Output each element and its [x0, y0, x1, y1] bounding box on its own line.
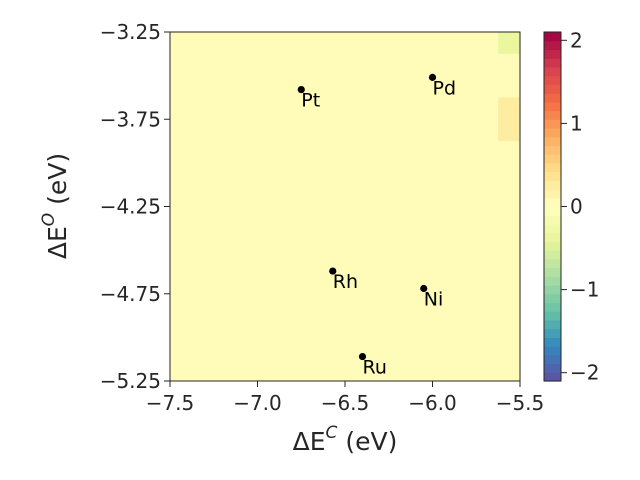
colorbar-band: [544, 189, 561, 199]
colorbar-band: [544, 32, 561, 42]
colorbar-band: [544, 145, 561, 155]
y-tick-label: −5.25: [100, 369, 161, 393]
x-tick-label: −7.5: [146, 391, 195, 415]
y-axis-ticks: −5.25 −4.75 −4.25 −3.75 −3.25: [100, 20, 170, 393]
colorbar-band: [544, 75, 561, 85]
colorbar-band: [544, 267, 561, 277]
point-ru: [358, 352, 367, 361]
colorbar-band: [544, 363, 561, 373]
colorbar-band: [544, 154, 561, 164]
data-points: Pt Pd Rh Ni Ru: [297, 73, 457, 379]
colorbar-band: [544, 223, 561, 234]
colorbar-band: [544, 232, 561, 242]
colorbar-band: [544, 40, 561, 51]
point-ni: [420, 284, 428, 293]
y-tick-label: −4.25: [100, 195, 161, 219]
colorbar-band: [544, 276, 561, 286]
colorbar-band: [544, 136, 561, 147]
point-pd: [428, 73, 437, 81]
colorbar-band: [544, 127, 561, 138]
y-tick-label: −4.75: [100, 282, 161, 306]
colorbar-band: [544, 58, 561, 68]
colorbar-ticks: −2 −1 0 1 2: [561, 28, 599, 385]
y-axis-label: ΔEO (eV): [39, 153, 72, 259]
colorbar-band: [544, 285, 561, 295]
colorbar-band: [544, 101, 561, 112]
colorbar-band: [544, 93, 561, 103]
colorbar-band: [544, 197, 561, 208]
colorbar-band: [544, 49, 561, 59]
colorbar-band: [544, 241, 561, 251]
colorbar-tick-label: −1: [570, 278, 599, 302]
colorbar-band: [544, 171, 561, 181]
point-label-rh: Rh: [333, 271, 358, 293]
heatmap-cells: [170, 32, 520, 381]
x-axis-label: ΔEC (eV): [293, 423, 398, 456]
colorbar-tick-label: 0: [570, 195, 583, 219]
x-axis-ticks: −7.5 −7.0 −6.5 −6.0 −5.5: [146, 381, 545, 415]
colorbar-band: [544, 354, 561, 365]
heatmap-cell-0: [498, 32, 520, 54]
colorbar-band: [544, 346, 561, 356]
x-tick-label: −7.0: [233, 391, 282, 415]
point-pt: [297, 85, 305, 94]
colorbar-band: [544, 250, 561, 260]
x-tick-label: −6.5: [321, 391, 370, 415]
colorbar-band: [544, 328, 561, 338]
point-label-ni: Ni: [424, 289, 444, 311]
colorbar-band: [544, 215, 561, 225]
colorbar-band: [544, 372, 561, 382]
colorbar-band: [544, 337, 561, 347]
colorbar-band: [544, 180, 561, 190]
colorbar-band: [544, 302, 561, 312]
colorbar-band: [544, 258, 561, 269]
x-tick-label: −5.5: [496, 391, 545, 415]
colorbar-band: [544, 206, 561, 216]
colorbar-band: [544, 293, 561, 304]
y-tick-label: −3.25: [100, 20, 161, 44]
heatmap-background: [170, 32, 520, 381]
point-label-ru: Ru: [363, 357, 387, 379]
x-tick-label: −6.0: [408, 391, 457, 415]
colorbar-band: [544, 311, 561, 321]
point-label-pd: Pd: [433, 77, 457, 99]
colorbar-tick-label: 1: [570, 111, 583, 135]
colorbar-band: [544, 84, 561, 94]
colorbar-tick-label: 2: [570, 28, 583, 52]
colorbar-band: [544, 110, 561, 120]
colorbar-band: [544, 66, 561, 77]
colorbar-band: [544, 319, 561, 330]
colorbar-band: [544, 119, 561, 129]
colorbar: [543, 31, 562, 382]
point-rh: [329, 267, 337, 275]
point-label-pt: Pt: [301, 90, 320, 112]
colorbar-tick-label: −2: [570, 361, 599, 385]
y-tick-label: −3.75: [100, 107, 161, 131]
colorbar-band: [544, 162, 561, 173]
heatmap-cell-1: [498, 97, 520, 142]
